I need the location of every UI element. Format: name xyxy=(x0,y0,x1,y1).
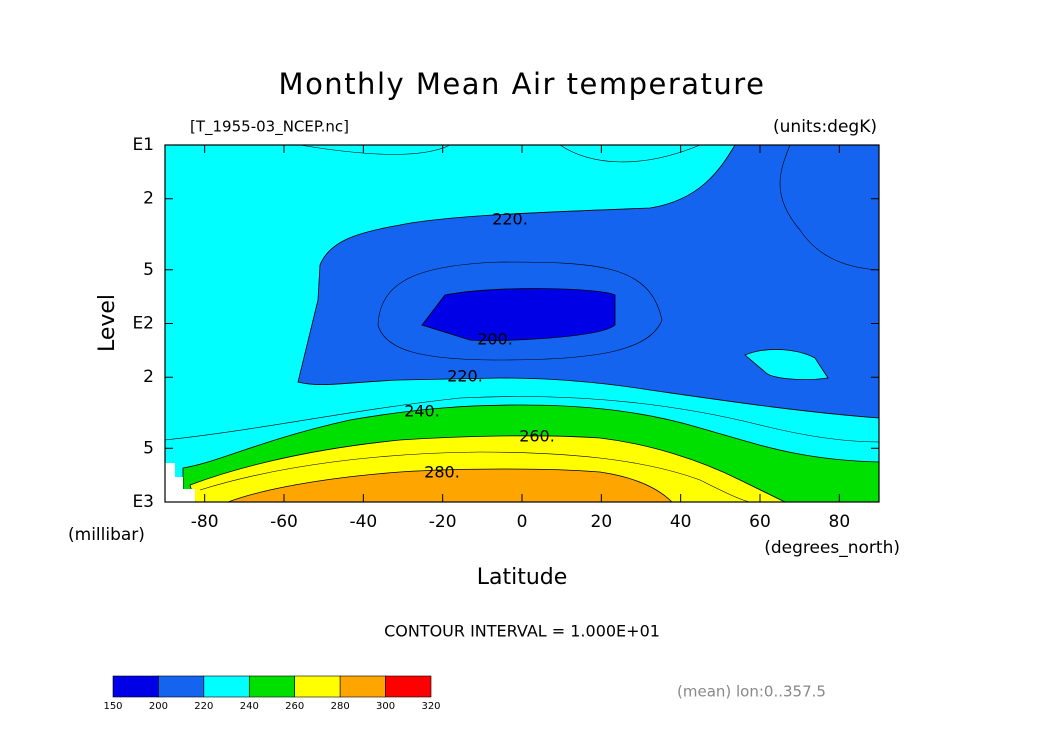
y-axis-label: Level xyxy=(95,294,120,352)
x-tick-label: 20 xyxy=(591,512,613,532)
contour-label: 220. xyxy=(492,210,528,229)
x-tick-label: -20 xyxy=(429,512,457,532)
contour-interval: CONTOUR INTERVAL = 1.000E+01 xyxy=(384,622,660,641)
contour-line xyxy=(559,144,701,163)
contour-line xyxy=(779,144,880,271)
x-tick-label: 60 xyxy=(749,512,771,532)
colorbar-label: 200 xyxy=(149,701,168,712)
y-tick-label: 2 xyxy=(143,189,154,209)
x-tick-label: 0 xyxy=(517,512,528,532)
y-tick-label: E1 xyxy=(132,135,154,155)
y-tick-label: E3 xyxy=(132,492,154,512)
missing-data xyxy=(165,477,183,489)
x-tick-label: -80 xyxy=(191,512,219,532)
colorbar-box xyxy=(158,675,205,698)
contour-region xyxy=(421,288,616,341)
y-tick-label: 5 xyxy=(143,438,154,458)
contour-region xyxy=(744,349,829,380)
contour-label: 200. xyxy=(477,330,513,349)
colorbar-box xyxy=(248,675,296,698)
colorbar-label: 260 xyxy=(285,701,304,712)
missing-data xyxy=(165,463,175,477)
chart-title: Monthly Mean Air temperature xyxy=(279,67,766,101)
contour-label: 260. xyxy=(519,427,555,446)
colorbar-label: 240 xyxy=(240,701,259,712)
colorbar-box xyxy=(339,675,386,698)
x-axis-label: Latitude xyxy=(477,565,568,590)
colorbar-box xyxy=(203,675,250,698)
units: (units:degK) xyxy=(773,117,877,137)
colorbar-label: 300 xyxy=(376,701,395,712)
colorbar-box xyxy=(385,675,432,698)
contour-line xyxy=(299,144,451,155)
contour-line xyxy=(164,396,880,443)
x-tick-label: -60 xyxy=(270,512,298,532)
colorbar-box xyxy=(112,675,159,698)
colorbar-label: 320 xyxy=(421,701,440,712)
plot-area: 220. 200. 220. 240. 260. 280. xyxy=(164,144,880,503)
contour-label: 220. xyxy=(447,367,483,386)
y-tick-label: 2 xyxy=(143,367,154,387)
subtitle: [T_1955-03_NCEP.nc] xyxy=(190,118,349,137)
contour-region xyxy=(297,144,880,419)
colorbar-label: 220 xyxy=(194,701,213,712)
y-tick-label: 5 xyxy=(143,260,154,280)
y-unit: (millibar) xyxy=(68,525,145,545)
x-tick-label: 80 xyxy=(829,512,851,532)
y-tick-label: E2 xyxy=(132,314,154,334)
contour-line xyxy=(199,451,751,503)
colorbar-box xyxy=(294,675,341,698)
missing-data xyxy=(165,489,195,502)
x-tick-label: 40 xyxy=(670,512,692,532)
contour-line xyxy=(377,261,663,361)
contour-label: 280. xyxy=(424,463,460,482)
colorbar-label: 280 xyxy=(331,701,350,712)
colorbar-label: 150 xyxy=(103,701,122,712)
x-tick-label: -40 xyxy=(349,512,377,532)
contour-region xyxy=(227,468,673,503)
footer: (mean) lon:0..357.5 xyxy=(677,683,826,701)
x-unit: (degrees_north) xyxy=(764,538,900,558)
contour-label: 240. xyxy=(404,402,440,421)
